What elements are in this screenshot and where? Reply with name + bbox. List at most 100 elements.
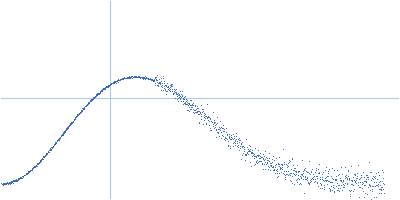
Point — [170, 92, 176, 95]
Point — [21, 173, 27, 176]
Point — [153, 83, 160, 87]
Point — [98, 89, 104, 92]
Point — [347, 194, 354, 197]
Point — [316, 177, 323, 180]
Point — [63, 128, 69, 131]
Point — [138, 75, 145, 78]
Point — [273, 168, 279, 171]
Point — [348, 188, 355, 191]
Point — [70, 120, 76, 123]
Point — [300, 177, 306, 180]
Point — [86, 100, 93, 103]
Point — [193, 110, 200, 113]
Point — [190, 103, 197, 107]
Point — [45, 150, 51, 154]
Point — [376, 191, 382, 195]
Point — [149, 78, 156, 81]
Point — [190, 109, 197, 112]
Point — [361, 176, 367, 179]
Point — [84, 102, 90, 106]
Point — [156, 80, 163, 84]
Point — [36, 161, 43, 164]
Point — [260, 153, 266, 156]
Point — [311, 175, 318, 178]
Point — [361, 195, 367, 198]
Point — [262, 149, 268, 152]
Point — [59, 133, 65, 136]
Point — [58, 134, 64, 137]
Point — [303, 177, 310, 180]
Point — [285, 170, 291, 173]
Point — [43, 152, 50, 155]
Point — [41, 155, 48, 158]
Point — [329, 189, 336, 192]
Point — [162, 89, 168, 92]
Point — [57, 134, 64, 137]
Point — [90, 96, 96, 99]
Point — [88, 98, 94, 102]
Point — [146, 78, 153, 81]
Point — [318, 183, 324, 187]
Point — [58, 133, 64, 136]
Point — [61, 131, 67, 134]
Point — [181, 102, 188, 105]
Point — [370, 177, 376, 180]
Point — [146, 78, 152, 81]
Point — [236, 145, 243, 148]
Point — [247, 144, 254, 147]
Point — [316, 176, 323, 179]
Point — [265, 168, 272, 171]
Point — [200, 116, 207, 119]
Point — [50, 144, 56, 147]
Point — [187, 103, 194, 107]
Point — [378, 185, 385, 189]
Point — [112, 79, 118, 83]
Point — [106, 83, 112, 86]
Point — [328, 185, 334, 188]
Point — [265, 165, 272, 168]
Point — [272, 166, 278, 169]
Point — [209, 120, 216, 123]
Point — [13, 178, 19, 181]
Point — [150, 78, 156, 82]
Point — [220, 123, 226, 126]
Point — [64, 125, 71, 128]
Point — [94, 93, 100, 96]
Point — [208, 120, 214, 123]
Point — [43, 152, 50, 155]
Point — [224, 138, 230, 141]
Point — [320, 187, 327, 190]
Point — [259, 158, 266, 161]
Point — [268, 164, 275, 167]
Point — [213, 135, 219, 138]
Point — [303, 177, 310, 181]
Point — [154, 74, 160, 77]
Point — [295, 176, 301, 179]
Point — [304, 175, 311, 179]
Point — [176, 94, 182, 97]
Point — [156, 81, 162, 84]
Point — [60, 133, 66, 136]
Point — [364, 175, 371, 179]
Point — [366, 182, 372, 186]
Point — [325, 171, 331, 175]
Point — [267, 163, 274, 166]
Point — [225, 132, 232, 136]
Point — [201, 118, 208, 121]
Point — [39, 157, 45, 160]
Point — [18, 176, 24, 179]
Point — [28, 168, 34, 171]
Point — [246, 144, 252, 147]
Point — [257, 155, 264, 158]
Point — [338, 172, 345, 176]
Point — [341, 183, 347, 187]
Point — [261, 160, 268, 163]
Point — [71, 117, 78, 120]
Point — [80, 107, 86, 110]
Point — [230, 145, 236, 148]
Point — [233, 134, 240, 137]
Point — [229, 136, 236, 140]
Point — [94, 92, 101, 95]
Point — [6, 182, 12, 185]
Point — [61, 130, 68, 133]
